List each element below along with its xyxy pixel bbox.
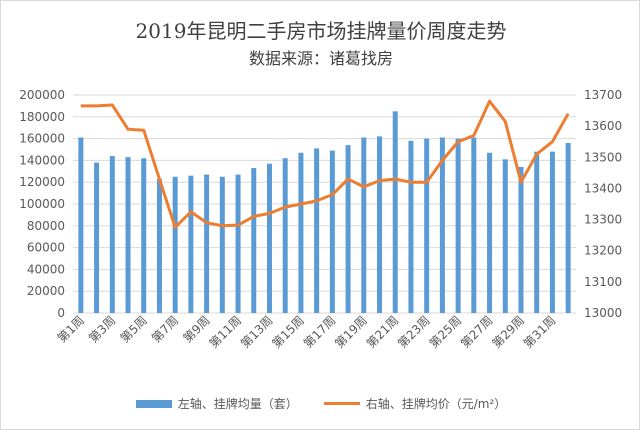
y-left-tick-label: 160000 xyxy=(19,132,65,146)
x-tick-label: 第25周 xyxy=(427,313,465,351)
y-left-tick-label: 200000 xyxy=(19,88,65,102)
legend-label-bar: 左轴、挂牌均量（套） xyxy=(177,397,298,411)
legend-label-line: 右轴、挂牌均价（元/m²） xyxy=(365,397,507,411)
y-right-tick-label: 13100 xyxy=(584,275,622,289)
bar xyxy=(141,158,147,313)
bar xyxy=(502,159,508,313)
bar xyxy=(251,168,257,313)
bar xyxy=(408,140,414,313)
bar xyxy=(125,157,131,313)
x-tick-label: 第29周 xyxy=(489,313,527,351)
bar xyxy=(361,137,367,313)
y-right-tick-label: 13200 xyxy=(584,244,622,258)
x-tick-label: 第7周 xyxy=(149,313,181,345)
legend-item-line: 右轴、挂牌均价（元/m²） xyxy=(323,395,507,412)
x-tick-label: 第3周 xyxy=(86,313,118,345)
legend-swatch-bar xyxy=(135,399,172,408)
x-tick-label: 第31周 xyxy=(521,313,559,351)
bar xyxy=(298,152,304,313)
bar xyxy=(235,174,241,313)
bar xyxy=(94,162,100,313)
legend: 左轴、挂牌均量（套） 右轴、挂牌均价（元/m²） xyxy=(1,395,639,412)
y-right-tick-label: 13300 xyxy=(584,213,622,227)
y-right-tick-label: 13600 xyxy=(584,119,622,133)
bar xyxy=(204,174,210,313)
bar xyxy=(518,166,524,313)
bar xyxy=(345,145,351,313)
bar xyxy=(78,137,84,313)
y-right-tick-label: 13400 xyxy=(584,181,622,195)
x-tick-label: 第19周 xyxy=(332,313,370,351)
x-tick-label: 第27周 xyxy=(458,313,496,351)
bar xyxy=(439,137,445,313)
x-tick-label: 第17周 xyxy=(301,313,339,351)
y-left-tick-label: 60000 xyxy=(27,241,65,255)
bar xyxy=(455,138,461,313)
bar xyxy=(109,156,115,313)
bar xyxy=(282,158,288,313)
y-left-tick-label: 100000 xyxy=(19,197,65,211)
y-left-tick-label: 120000 xyxy=(19,175,65,189)
legend-swatch-line xyxy=(323,402,360,405)
bar xyxy=(534,151,540,313)
bar xyxy=(549,151,555,313)
bar xyxy=(487,152,493,313)
legend-item-bar: 左轴、挂牌均量（套） xyxy=(135,395,298,412)
bar xyxy=(188,175,194,313)
bar xyxy=(156,178,162,313)
chart-subtitle: 数据来源：诸葛找房 xyxy=(248,49,393,68)
bar xyxy=(329,150,335,313)
x-tick-label: 第11周 xyxy=(206,313,244,351)
chart-title: 2019年昆明二手房市场挂牌量价周度走势 xyxy=(135,19,507,43)
bar xyxy=(565,142,571,313)
price-line xyxy=(80,99,570,229)
x-tick-label: 第23周 xyxy=(395,313,433,351)
bar xyxy=(377,136,383,313)
y-left-tick-label: 20000 xyxy=(27,284,65,298)
bar xyxy=(314,148,320,313)
bar xyxy=(392,111,398,313)
bar xyxy=(471,137,477,313)
y-left-tick-label: 80000 xyxy=(27,219,65,233)
y-left-tick-label: 0 xyxy=(57,306,65,320)
bar xyxy=(219,176,225,313)
y-right-tick-label: 13500 xyxy=(584,150,622,164)
y-left-tick-label: 180000 xyxy=(19,110,65,124)
x-tick-label: 第21周 xyxy=(364,313,402,351)
bar xyxy=(424,138,430,313)
y-right-tick-label: 13000 xyxy=(584,306,622,320)
x-tick-label: 第13周 xyxy=(238,313,276,351)
y-right-tick-label: 13700 xyxy=(584,88,622,102)
x-tick-label: 第15周 xyxy=(269,313,307,351)
y-left-tick-label: 140000 xyxy=(19,153,65,167)
x-tick-label: 第5周 xyxy=(118,313,150,345)
bar xyxy=(266,163,272,313)
bar xyxy=(172,176,178,313)
y-left-tick-label: 40000 xyxy=(27,262,65,276)
